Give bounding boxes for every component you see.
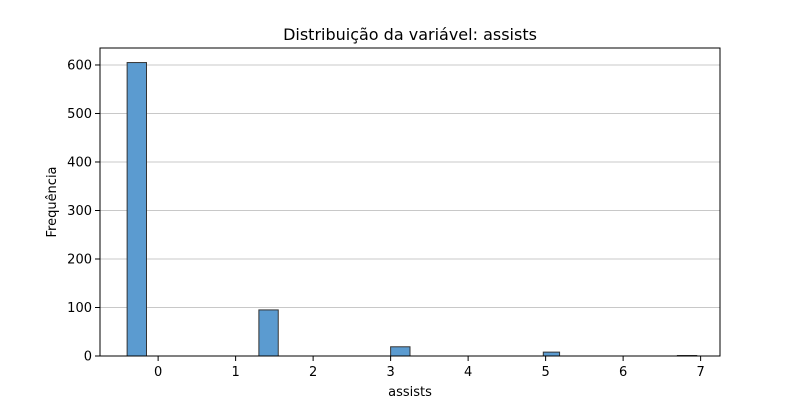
x-tick-label: 6 — [619, 365, 627, 380]
x-tick-label: 5 — [541, 365, 549, 380]
x-tick-label: 2 — [309, 365, 317, 380]
y-tick-label: 400 — [67, 155, 92, 170]
y-tick-label: 600 — [67, 58, 92, 73]
y-axis-ticks: 0 100 200 300 400 500 600 — [67, 58, 100, 365]
y-tick-label: 0 — [84, 350, 92, 365]
x-tick-label: 3 — [386, 365, 394, 380]
grid-lines — [100, 64, 720, 357]
x-tick-label: 7 — [696, 365, 704, 380]
x-tick-label: 1 — [231, 365, 239, 380]
chart-title: Distribuição da variável: assists — [283, 25, 537, 44]
y-tick-label: 100 — [67, 301, 92, 316]
histogram-bar — [258, 309, 279, 357]
plot-frame — [99, 47, 721, 357]
x-tick-label: 0 — [154, 365, 162, 380]
y-tick-label: 200 — [67, 252, 92, 267]
y-tick-label: 500 — [67, 107, 92, 122]
bars — [126, 62, 698, 357]
y-axis-label: Frequência — [45, 166, 60, 237]
x-tick-label: 4 — [464, 365, 472, 380]
histogram-bar — [542, 351, 561, 357]
x-axis-ticks: 0 1 2 3 4 5 6 7 — [154, 356, 705, 380]
histogram-bar — [126, 62, 147, 357]
y-tick-label: 300 — [67, 204, 92, 219]
histogram-bar — [390, 346, 411, 357]
x-axis-label: assists — [388, 385, 432, 400]
